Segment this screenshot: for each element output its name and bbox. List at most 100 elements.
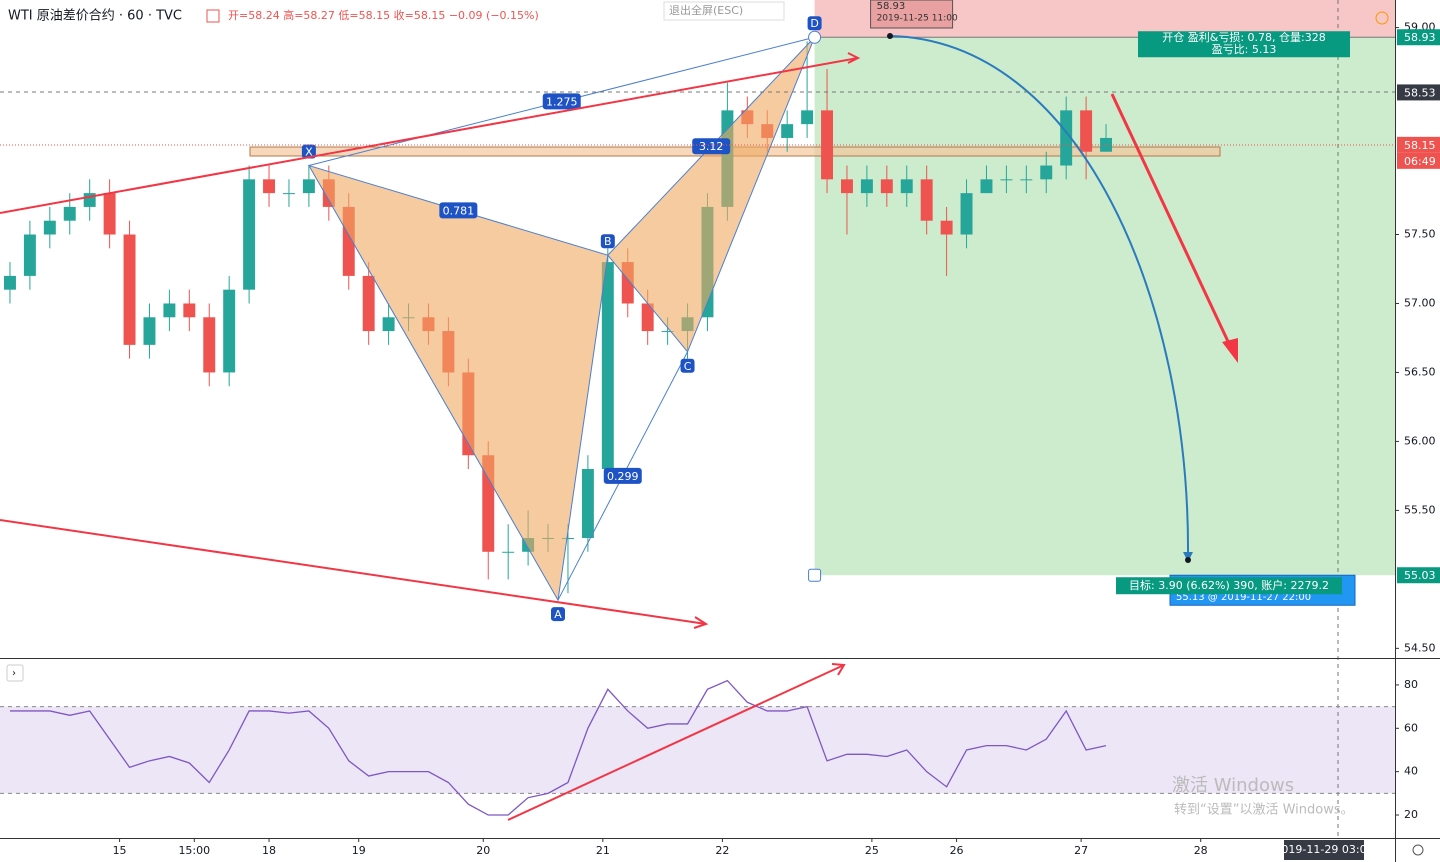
pattern-triangle: [307, 164, 609, 602]
candle-body: [940, 220, 953, 235]
exit-fullscreen[interactable]: 退出全屏(ESC): [669, 3, 743, 17]
candle-body: [263, 179, 276, 194]
ratio-box: [542, 93, 581, 110]
ohlc-header: 开=58.24 高=58.27 低=58.15 收=58.15 −0.09 (−…: [228, 8, 539, 22]
candle-body: [183, 303, 196, 318]
price-label: 58.93: [1404, 31, 1436, 44]
profit-box: [1138, 31, 1350, 58]
candle-body: [661, 331, 674, 333]
candle-body: [3, 275, 16, 290]
entry-tooltip: 2019-11-25 11:00: [877, 14, 958, 24]
candle-body: [900, 179, 913, 194]
curve: [889, 35, 1190, 557]
handle: [808, 30, 822, 44]
y-tick-label: 56.00: [1404, 434, 1436, 447]
candle-body: [282, 193, 295, 195]
price-label: 58.15: [1404, 139, 1436, 152]
x-tick-label: 27: [1074, 844, 1088, 857]
candle-body: [203, 317, 216, 373]
background: [814, 0, 1395, 576]
x-tick-label: 22: [715, 844, 729, 857]
price-label-box: [1397, 136, 1440, 153]
candle-body: [482, 455, 495, 552]
countdown-box: [1397, 152, 1440, 169]
arrow-head: [1222, 338, 1238, 363]
collapse-button[interactable]: [6, 664, 24, 682]
candle-body: [1040, 165, 1053, 180]
target-box: [1116, 577, 1342, 595]
y-tick-label: 55.50: [1404, 503, 1436, 516]
candle-body: [362, 275, 375, 332]
candle-body: [1080, 110, 1093, 152]
ratio-box: [439, 202, 478, 219]
candle-body: [243, 179, 256, 290]
x-tick-label: 15:00: [178, 844, 210, 857]
candle-body: [103, 193, 116, 235]
dot: [887, 33, 893, 39]
cursor-time-box: [1284, 840, 1364, 860]
trend-line: [0, 57, 859, 214]
alert-icon: [1375, 11, 1389, 25]
candle-body: [83, 193, 96, 207]
symbol-title: WTI 原油差价合约 · 60 · TVC: [8, 9, 182, 24]
candle-body: [781, 124, 794, 138]
candle-body: [641, 303, 654, 332]
y-tick-label: 57.50: [1404, 228, 1436, 241]
ratio-label: 0.781: [443, 204, 475, 217]
candle-body: [502, 551, 515, 553]
entry-tooltip-box: [870, 0, 954, 29]
candle-body: [63, 206, 76, 221]
settings-icon[interactable]: [1412, 844, 1424, 856]
candle-body: [43, 220, 56, 235]
candle-body: [980, 179, 993, 194]
candle-body: [223, 289, 236, 373]
point-box: [301, 144, 316, 159]
candle-body: [1060, 110, 1073, 166]
dot: [1185, 557, 1191, 563]
x-tick-label: 19: [352, 844, 366, 857]
entry-tooltip: 58.93: [877, 1, 906, 12]
point-box: [551, 607, 565, 622]
watermark: 转到“设置”以激活 Windows。: [1174, 803, 1354, 818]
rsi-tick-label: 20: [1404, 808, 1418, 821]
point-box: [600, 234, 615, 249]
x-tick-label: 26: [950, 844, 964, 857]
point-label: B: [604, 235, 612, 248]
arrow-head: [693, 616, 709, 629]
x-tick-label: 21: [596, 844, 610, 857]
trend-arrow: [1110, 93, 1234, 351]
rsi-tick-label: 80: [1404, 678, 1418, 691]
candle-body: [302, 179, 315, 194]
candle-body: [1020, 179, 1033, 181]
point-box: [680, 358, 695, 373]
exit-button[interactable]: [663, 1, 785, 21]
target-text: 目标: 3.90 (6.62%) 390, 账户: 2279.2: [1129, 578, 1329, 592]
arrow-head: [847, 52, 861, 64]
ratio-label: 3.12: [699, 140, 724, 153]
price-label-box: [1397, 29, 1440, 46]
x-tick-label: 25: [865, 844, 879, 857]
ratio-label: 0.299: [607, 470, 639, 483]
point-label: X: [305, 146, 313, 159]
candle-body: [1100, 137, 1113, 152]
candle-body: [581, 469, 594, 538]
watermark: 激活 Windows: [1172, 775, 1294, 796]
rsi-band: [0, 706, 1395, 794]
countdown: 06:49: [1404, 155, 1436, 168]
ratio-box: [692, 138, 731, 155]
ratio-box: [603, 467, 642, 484]
collapse-icon[interactable]: ›: [12, 668, 16, 679]
y-tick-label: 56.50: [1404, 365, 1436, 378]
rsi-line: [9, 679, 1107, 816]
price-label-box: [1397, 567, 1440, 584]
point-box: [807, 16, 822, 31]
icon: [206, 9, 220, 23]
rsi-tick-label: 60: [1404, 721, 1418, 734]
cursor-time: 2019-11-29 03:00: [1274, 843, 1373, 856]
point-label: A: [554, 608, 562, 621]
x-tick-label: 28: [1194, 844, 1208, 857]
rsi-pane: [0, 663, 1395, 821]
candle-body: [801, 110, 814, 125]
point-label: D: [810, 17, 818, 30]
